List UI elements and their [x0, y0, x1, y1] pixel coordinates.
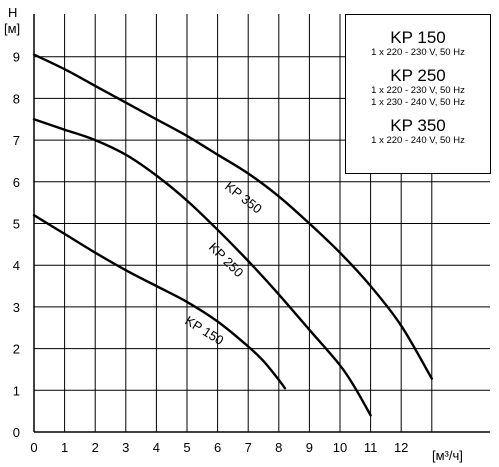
x-tick-label: 7: [245, 440, 252, 455]
legend-spec: 1 x 230 - 240 V, 50 Hz: [371, 97, 465, 108]
y-axis-unit: [м]: [4, 21, 20, 36]
y-tick-label: 6: [13, 175, 20, 190]
legend-entry-kp250: KP 250 1 x 220 - 230 V, 50 Hz 1 x 230 - …: [346, 67, 490, 109]
y-tick-label: 1: [13, 383, 20, 398]
x-tick-label: 8: [275, 440, 282, 455]
series-line-kp-350: [32, 53, 433, 380]
legend-entry-kp150: KP 150 1 x 220 - 230 V, 50 Hz: [346, 29, 490, 59]
x-tick-label: 9: [306, 440, 313, 455]
curve-label-kp-150: KP 150: [182, 313, 226, 348]
series-line-kp-250: [32, 118, 372, 417]
y-tick-label: 5: [13, 217, 20, 232]
y-tick-label: 2: [13, 342, 20, 357]
x-tick-label: 10: [333, 440, 347, 455]
y-axis-label: H: [8, 5, 17, 20]
y-tick-label: 3: [13, 300, 20, 315]
x-tick-label: 6: [214, 440, 221, 455]
x-axis-label: [м³/ч]: [432, 448, 463, 463]
curve-labels: KP 150 KP 250 KP 350: [182, 179, 264, 348]
legend-spec: 1 x 220 - 240 V, 50 Hz: [371, 135, 465, 146]
legend-spec: 1 x 220 - 230 V, 50 Hz: [371, 85, 465, 96]
y-tick-label: 0: [13, 425, 20, 440]
x-tick-label: 1: [61, 440, 68, 455]
series-line-kp-150: [32, 214, 287, 390]
y-tick-label: 8: [13, 91, 20, 106]
curve-label-kp-350: KP 350: [222, 179, 265, 217]
x-tick-label: 12: [394, 440, 408, 455]
curve-label-kp-250: KP 250: [206, 240, 247, 281]
legend-model: KP 350: [390, 116, 446, 135]
x-tick-label: 4: [153, 440, 160, 455]
legend-model: KP 250: [390, 66, 446, 85]
legend: KP 150 1 x 220 - 230 V, 50 Hz KP 250 1 x…: [345, 14, 491, 174]
y-tick-label: 4: [13, 258, 20, 273]
series-lines: [32, 53, 433, 417]
x-tick-label: 0: [30, 440, 37, 455]
y-tick-label: 7: [13, 133, 20, 148]
legend-spec: 1 x 220 - 230 V, 50 Hz: [371, 47, 465, 58]
x-tick-label: 5: [183, 440, 190, 455]
axes: [33, 14, 490, 433]
legend-model: KP 150: [390, 28, 446, 47]
x-tick-label: 3: [122, 440, 129, 455]
legend-entry-kp350: KP 350 1 x 220 - 240 V, 50 Hz: [346, 117, 490, 147]
x-tick-label: 11: [364, 440, 378, 455]
x-tick-label: 2: [92, 440, 99, 455]
y-tick-label: 9: [13, 50, 20, 65]
